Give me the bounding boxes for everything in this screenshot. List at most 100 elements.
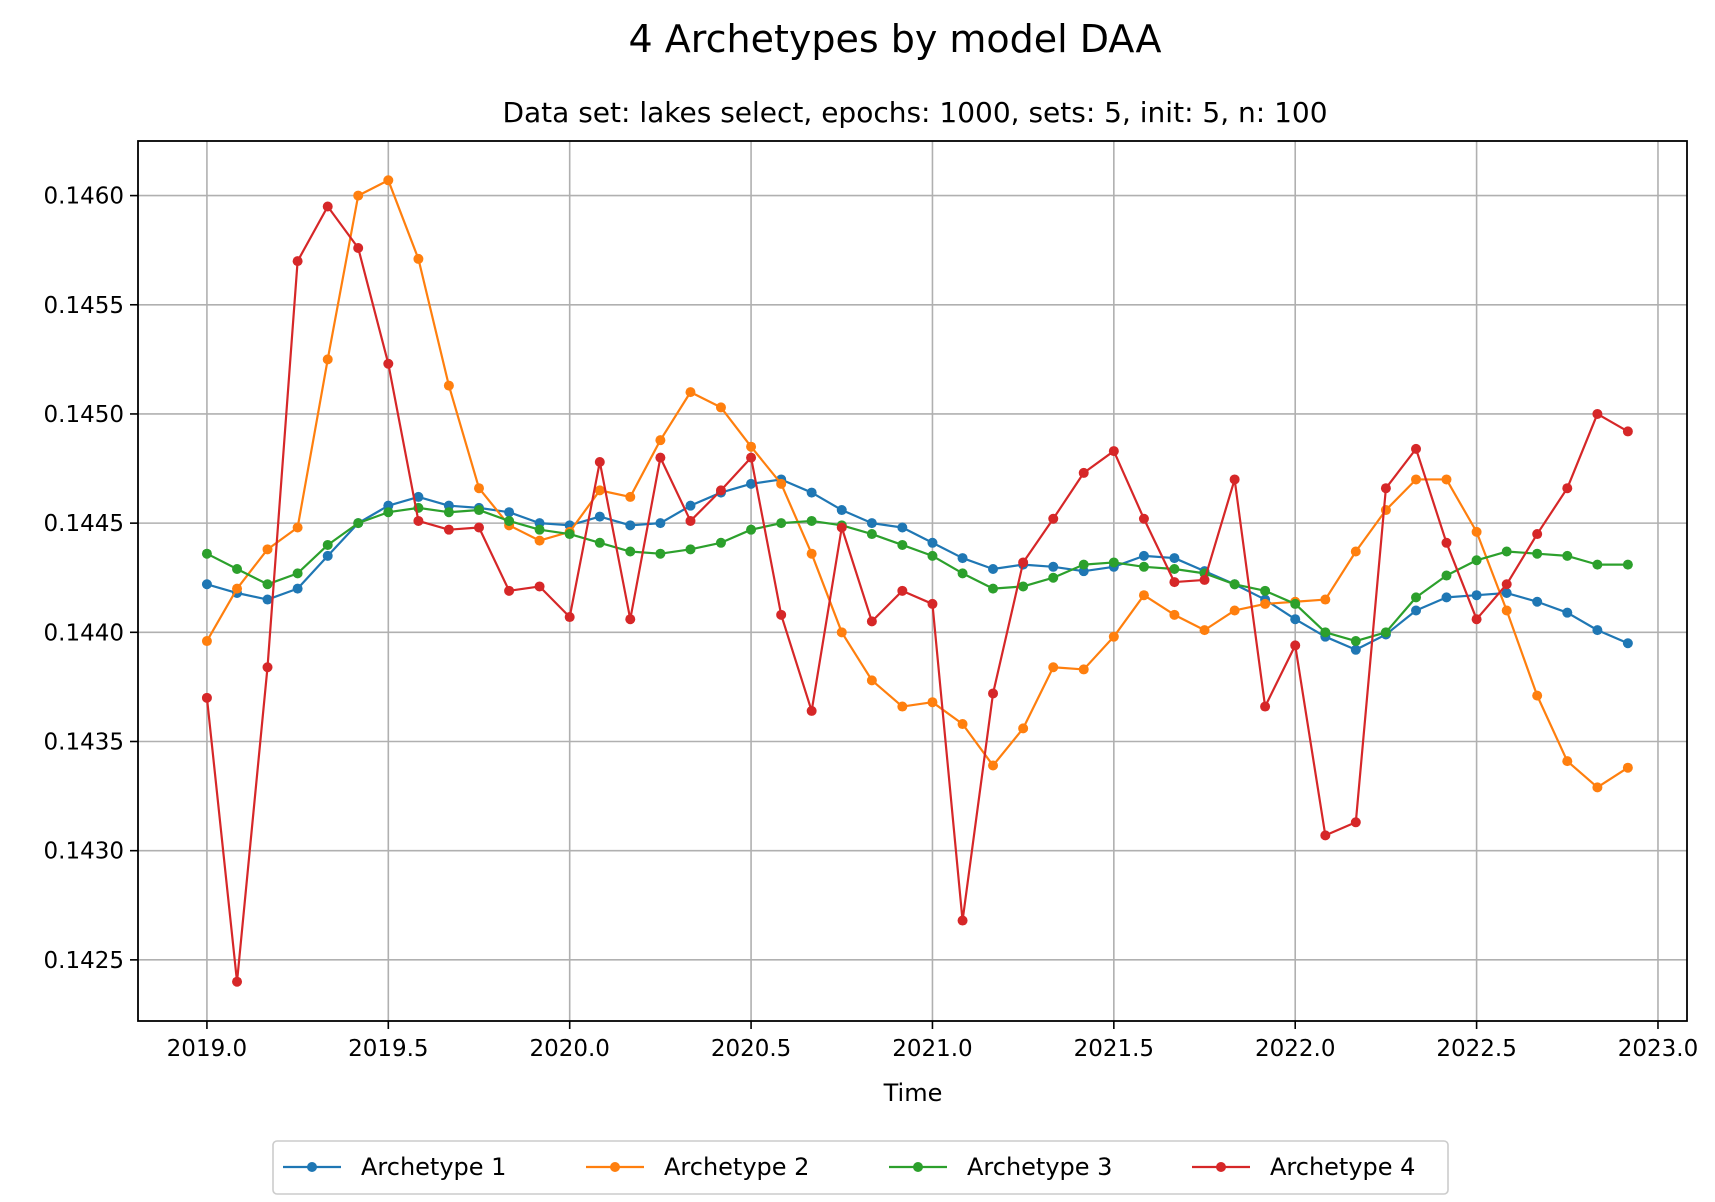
- data-point: [413, 491, 424, 502]
- data-point: [866, 518, 877, 529]
- legend: Archetype 1 Archetype 2 Archetype 3 Archety…: [272, 1140, 1449, 1195]
- data-point: [1622, 638, 1633, 649]
- data-point: [594, 456, 605, 467]
- data-point: [1592, 782, 1603, 793]
- chart-title: 4 Archetypes by model DAA: [629, 17, 1162, 61]
- data-point: [594, 485, 605, 496]
- data-point: [1411, 443, 1422, 454]
- data-point: [413, 515, 424, 526]
- x-axis-label: Time: [883, 1079, 943, 1107]
- data-point: [1169, 563, 1180, 574]
- legend-swatch-marker: [307, 1162, 317, 1172]
- axes: 2019.0 2019.5 2020.0 2020.5 2021.0 2021.5 2022…: [44, 184, 1699, 1062]
- legend-item: Archetype 1: [283, 1153, 506, 1181]
- data-point: [957, 553, 968, 564]
- data-point: [353, 518, 364, 529]
- data-point: [1441, 474, 1452, 485]
- data-point: [1622, 559, 1633, 570]
- x-tick-label: 2022.0: [1255, 1036, 1335, 1062]
- data-point: [1622, 762, 1633, 773]
- data-point: [897, 701, 908, 712]
- x-tick-label: 2020.0: [529, 1036, 609, 1062]
- data-point: [1108, 631, 1119, 642]
- series-group: [201, 175, 1633, 987]
- data-point: [1471, 590, 1482, 601]
- data-point: [1380, 505, 1391, 516]
- data-point: [594, 511, 605, 522]
- data-point: [1471, 555, 1482, 566]
- data-point: [957, 568, 968, 579]
- data-point: [322, 201, 333, 212]
- series-archetype-3: [201, 502, 1633, 647]
- legend-item: Archetype 3: [889, 1153, 1112, 1181]
- data-point: [685, 544, 696, 555]
- series-line: [206, 478, 1629, 651]
- data-point: [1048, 561, 1059, 572]
- data-point: [1471, 526, 1482, 537]
- x-tick-label: 2019.5: [348, 1036, 428, 1062]
- data-point: [564, 529, 575, 540]
- x-tick-label: 2019.0: [167, 1036, 247, 1062]
- data-point: [1592, 625, 1603, 636]
- data-point: [473, 522, 484, 533]
- data-point: [625, 546, 636, 557]
- x-tick-label: 2023.0: [1618, 1036, 1698, 1062]
- data-point: [564, 612, 575, 623]
- data-point: [715, 537, 726, 548]
- data-point: [1441, 592, 1452, 603]
- data-point: [201, 692, 212, 703]
- data-point: [806, 548, 817, 559]
- data-point: [534, 524, 545, 535]
- data-point: [1380, 627, 1391, 638]
- data-point: [806, 515, 817, 526]
- x-tick-label: 2021.5: [1074, 1036, 1154, 1062]
- data-point: [625, 491, 636, 502]
- data-point: [1018, 581, 1029, 592]
- data-point: [383, 175, 394, 186]
- data-point: [504, 515, 515, 526]
- data-point: [1138, 590, 1149, 601]
- data-point: [1048, 662, 1059, 673]
- data-point: [988, 583, 999, 594]
- data-point: [1350, 546, 1361, 557]
- data-point: [988, 688, 999, 699]
- data-point: [504, 507, 515, 518]
- data-point: [715, 485, 726, 496]
- data-point: [625, 520, 636, 531]
- data-point: [836, 505, 847, 516]
- legend-box: [272, 1140, 1449, 1195]
- data-point: [1048, 513, 1059, 524]
- data-point: [292, 568, 303, 579]
- data-point: [927, 598, 938, 609]
- data-point: [655, 435, 666, 446]
- data-point: [715, 402, 726, 413]
- data-point: [1138, 513, 1149, 524]
- data-point: [927, 537, 938, 548]
- chart-subtitle: Data set: lakes select, epochs: 1000, se…: [502, 96, 1327, 129]
- data-point: [655, 548, 666, 559]
- plot-frame: [137, 140, 1688, 1022]
- legend-swatch-marker: [1216, 1162, 1226, 1172]
- data-point: [836, 522, 847, 533]
- data-point: [353, 242, 364, 253]
- data-point: [1260, 585, 1271, 596]
- data-point: [1592, 559, 1603, 570]
- data-point: [1380, 483, 1391, 494]
- data-point: [1411, 474, 1422, 485]
- data-point: [776, 609, 787, 620]
- data-point: [1169, 577, 1180, 588]
- data-point: [1320, 627, 1331, 638]
- legend-label: Archetype 1: [361, 1153, 506, 1181]
- data-point: [746, 524, 757, 535]
- data-point: [322, 354, 333, 365]
- x-tick-label: 2021.0: [892, 1036, 972, 1062]
- data-point: [232, 583, 243, 594]
- data-point: [1501, 546, 1512, 557]
- data-point: [473, 505, 484, 516]
- data-point: [1320, 830, 1331, 841]
- data-point: [746, 478, 757, 489]
- data-point: [322, 539, 333, 550]
- data-point: [1532, 690, 1543, 701]
- data-point: [232, 563, 243, 574]
- data-point: [201, 548, 212, 559]
